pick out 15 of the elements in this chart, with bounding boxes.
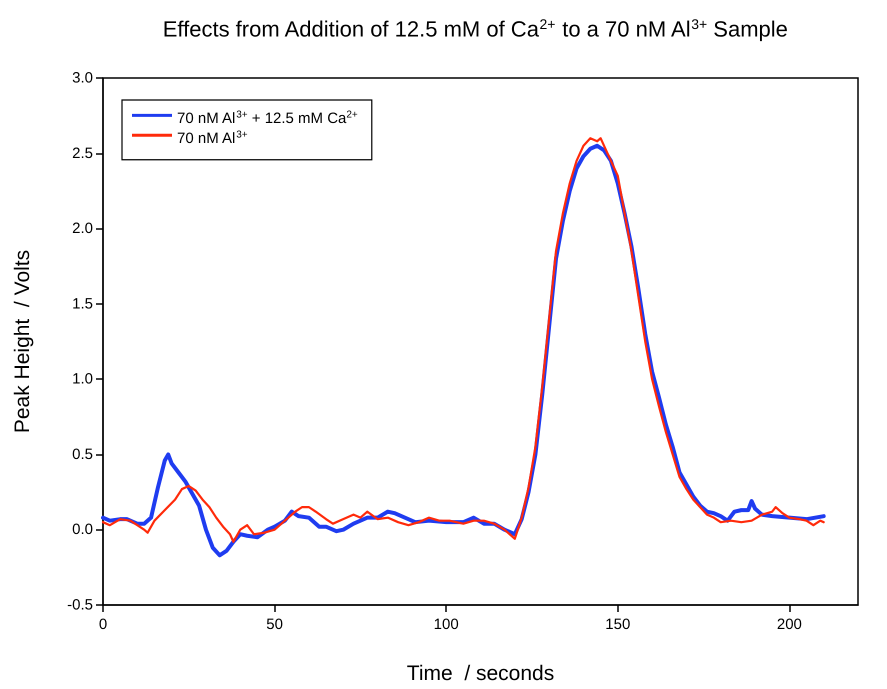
y-tick-label: 2.0 — [72, 220, 93, 238]
y-tick-label: 1.0 — [72, 370, 93, 388]
y-axis-title: Peak Height / Volts — [11, 250, 34, 434]
x-tick-label: 100 — [434, 616, 459, 633]
x-tick-label: 150 — [605, 616, 630, 633]
y-tick-label: 0.0 — [72, 521, 93, 538]
x-tick-label: 200 — [776, 616, 802, 633]
y-tick-label: 1.5 — [72, 295, 93, 312]
x-tick-label: 0 — [98, 616, 108, 633]
x-axis-title: Time / seconds — [406, 662, 554, 685]
x-tick-label: 50 — [266, 616, 283, 633]
y-tick-label: 3.0 — [72, 70, 93, 86]
y-tick-label: 0.5 — [72, 446, 93, 463]
y-tick-label: -0.5 — [67, 596, 93, 614]
y-tick-label: 2.5 — [72, 144, 93, 162]
